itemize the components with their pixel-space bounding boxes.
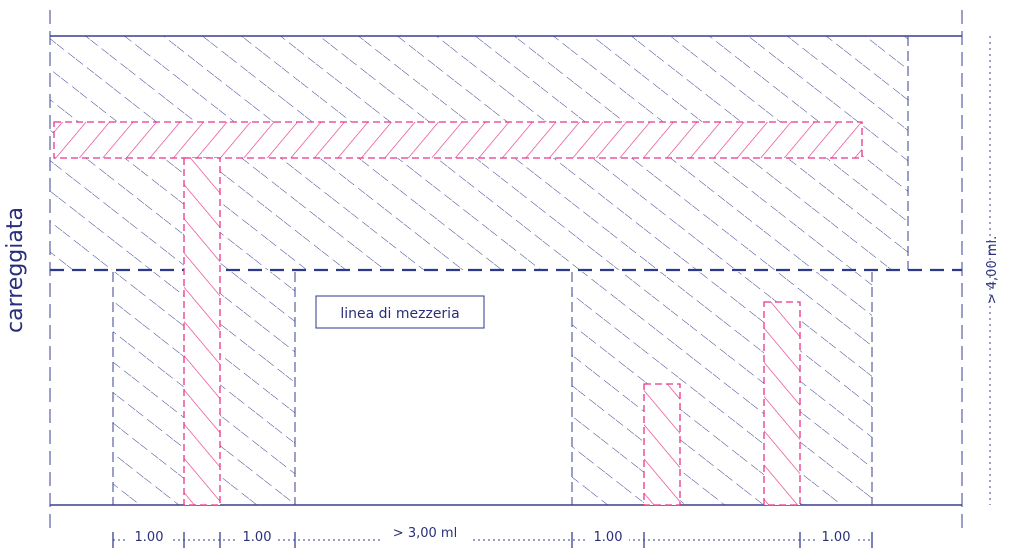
dim-label-5: 1.00 xyxy=(822,530,851,545)
pink-vertical-band-hatch xyxy=(183,157,221,506)
dim-label-4: 1.00 xyxy=(594,530,623,545)
dim-label-1: 1.00 xyxy=(135,530,164,545)
dim-label-3: > 3,00 ml xyxy=(393,526,457,541)
dim-label-2: 1.00 xyxy=(243,530,272,545)
lower-hatched-zone-right xyxy=(572,272,872,505)
centerline-label: linea di mezzeria xyxy=(340,306,459,322)
pink-horizontal-band-hatch xyxy=(53,121,863,159)
pink-bar-tall-hatch xyxy=(763,301,801,506)
road-label: carreggiata xyxy=(3,207,28,333)
pink-bar-short-hatch xyxy=(643,383,681,506)
height-label: > 4,00 ml. xyxy=(985,236,1000,305)
dimension-ticks xyxy=(112,532,873,548)
centerline-label-box xyxy=(315,295,485,329)
